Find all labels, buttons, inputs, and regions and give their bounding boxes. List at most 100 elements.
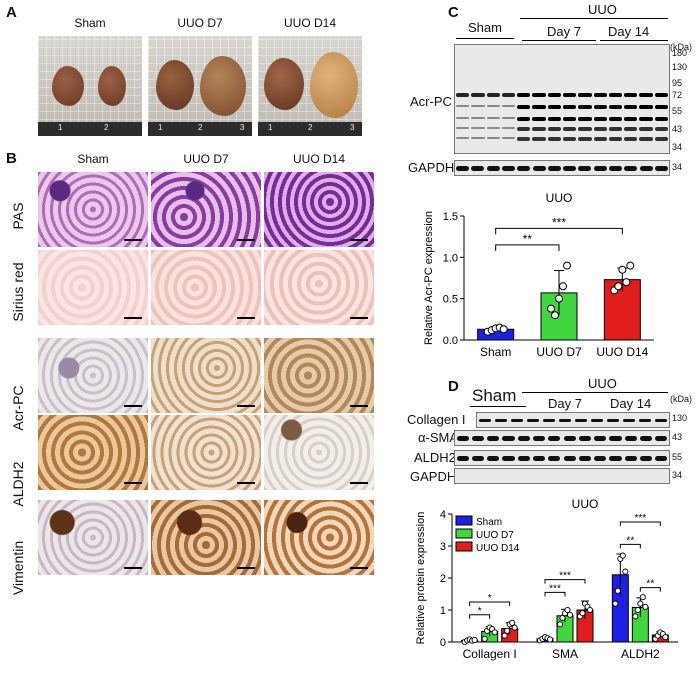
blot-band xyxy=(575,418,587,422)
data-point xyxy=(563,261,571,270)
blot-band xyxy=(578,105,592,109)
gapdh-blot xyxy=(454,160,670,176)
significance-label: *** xyxy=(634,513,646,524)
histology-image xyxy=(38,415,148,490)
blot-band xyxy=(639,93,653,97)
blot-band xyxy=(456,127,470,129)
data-point xyxy=(481,635,488,642)
blot-band xyxy=(517,105,531,109)
blot-band xyxy=(563,127,577,131)
data-point xyxy=(639,594,646,601)
blot-band xyxy=(517,435,530,441)
blot-band xyxy=(517,93,531,97)
blot-label-sma: α-SMA xyxy=(418,430,459,445)
kda-label: (kDa) xyxy=(670,394,692,404)
blot-label-gapdh: GAPDH xyxy=(408,160,455,175)
blot-band xyxy=(471,117,485,119)
histology-image xyxy=(151,172,261,247)
kidney-image xyxy=(200,56,246,116)
histology-image xyxy=(38,250,148,325)
blot-band xyxy=(471,455,485,461)
blot-band xyxy=(456,165,470,171)
blot-label-aldh2: ALDH2 xyxy=(414,450,456,465)
blot-band xyxy=(471,435,485,441)
sma-blot xyxy=(454,430,670,446)
blot-band xyxy=(456,455,469,461)
data-point xyxy=(511,624,518,631)
blot-band xyxy=(624,93,638,97)
blot-band xyxy=(608,137,623,141)
blot-band xyxy=(532,455,546,461)
mw-marker: 43 xyxy=(672,124,683,134)
blot-band xyxy=(471,93,485,97)
data-point xyxy=(559,614,566,622)
blot-band xyxy=(547,137,561,141)
blot-band xyxy=(593,105,607,109)
significance-bracket xyxy=(469,601,511,606)
gapdh-blot xyxy=(454,468,670,484)
blot-band xyxy=(593,117,607,121)
blot-band xyxy=(563,455,576,461)
blot-band xyxy=(624,165,638,171)
data-point xyxy=(555,294,563,303)
x-tick-label: Collagen I xyxy=(463,647,517,661)
x-tick-label: UUO D14 xyxy=(596,345,648,359)
blot-band xyxy=(639,418,651,422)
significance-label: * xyxy=(488,593,492,604)
blot-band xyxy=(517,117,531,121)
significance-bracket xyxy=(544,591,566,597)
row-label-pas: PAS xyxy=(10,202,26,230)
y-tick-label: 3 xyxy=(440,541,446,553)
group-label-day7: Day 7 xyxy=(548,396,582,411)
data-point xyxy=(509,619,516,626)
photo-header-sham: Sham xyxy=(74,16,106,30)
blot-band xyxy=(624,455,637,461)
histology-image xyxy=(264,338,374,413)
panel-label-a: A xyxy=(6,4,17,21)
data-point xyxy=(612,600,619,607)
group-label-day7: Day 7 xyxy=(547,24,581,39)
significance-label: *** xyxy=(559,571,571,582)
blot-band xyxy=(502,435,515,441)
mw-marker: 130 xyxy=(672,62,688,72)
histology-image xyxy=(264,172,374,247)
blot-band xyxy=(456,105,470,107)
blot-band xyxy=(548,455,561,461)
blot-band xyxy=(578,127,592,131)
blot-band xyxy=(655,418,667,422)
group-label-sham: Sham xyxy=(468,20,502,35)
blot-band xyxy=(517,127,531,131)
blot-band xyxy=(495,418,507,422)
data-point xyxy=(614,282,623,291)
blot-band xyxy=(532,93,546,97)
blot-band xyxy=(609,165,622,171)
blot-band xyxy=(655,435,668,441)
blot-band xyxy=(487,455,500,461)
mw-marker: 43 xyxy=(672,432,683,442)
significance-label: ** xyxy=(626,535,634,546)
blot-band xyxy=(654,137,668,141)
mw-marker: 55 xyxy=(672,106,683,116)
mw-marker: 34 xyxy=(672,142,683,152)
significance-label: *** xyxy=(549,583,561,594)
data-point xyxy=(662,634,669,641)
blot-band xyxy=(623,418,635,422)
blot-band xyxy=(624,127,638,131)
blot-band xyxy=(517,455,530,461)
blot-label-collagen: Collagen I xyxy=(407,412,466,427)
blot-band xyxy=(486,137,500,139)
blot-band xyxy=(517,137,531,141)
significance-bracket xyxy=(495,244,560,251)
blot-band xyxy=(548,435,561,441)
row-label-sirius: Sirius red xyxy=(10,262,26,322)
significance-label: ** xyxy=(523,232,533,246)
histology-image xyxy=(151,338,261,413)
blot-band xyxy=(608,127,623,131)
data-point xyxy=(547,304,555,313)
legend-swatch xyxy=(455,528,473,539)
blot-band xyxy=(624,137,638,141)
blot-band xyxy=(578,165,592,171)
data-point xyxy=(618,265,627,274)
blot-band xyxy=(501,117,516,119)
